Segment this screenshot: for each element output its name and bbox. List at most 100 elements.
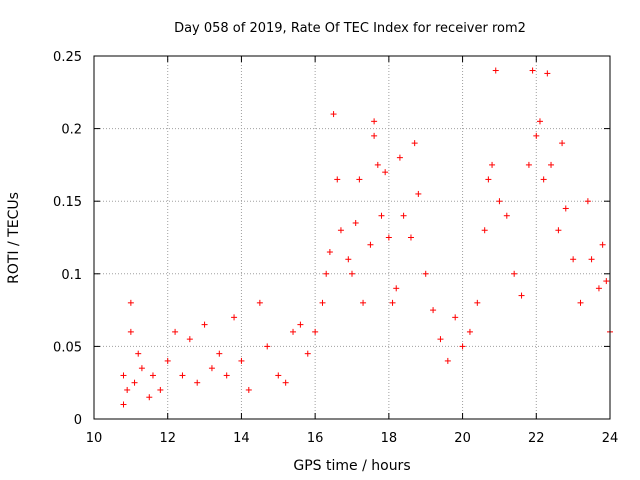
data-point: [389, 299, 396, 306]
data-point: [186, 336, 193, 343]
data-point: [179, 372, 186, 379]
data-point: [304, 350, 311, 357]
data-point: [385, 234, 392, 241]
x-tick-label: 22: [528, 431, 545, 446]
data-point: [444, 357, 451, 364]
data-point: [548, 161, 555, 168]
data-point: [124, 386, 131, 393]
data-point: [127, 299, 134, 306]
data-point: [533, 132, 540, 139]
data-point: [492, 67, 499, 74]
data-point: [393, 285, 400, 292]
y-tick-label: 0.25: [53, 50, 82, 65]
data-point: [503, 212, 510, 219]
data-point: [540, 176, 547, 183]
data-point: [603, 278, 610, 285]
data-point: [312, 328, 319, 335]
data-point: [595, 285, 602, 292]
y-axis-label: ROTI / TECUs: [6, 192, 22, 284]
data-point: [382, 169, 389, 176]
y-tick-label: 0.15: [53, 195, 82, 210]
x-tick-label: 20: [454, 431, 471, 446]
data-point: [135, 350, 142, 357]
x-tick-label: 12: [159, 431, 176, 446]
data-point: [544, 70, 551, 77]
data-point: [275, 372, 282, 379]
data-point: [345, 256, 352, 263]
data-point: [371, 132, 378, 139]
data-point: [367, 241, 374, 248]
data-point: [223, 372, 230, 379]
data-point: [334, 176, 341, 183]
data-point: [452, 314, 459, 321]
data-point: [356, 176, 363, 183]
x-tick-label: 14: [233, 431, 250, 446]
data-point: [282, 379, 289, 386]
data-point: [466, 328, 473, 335]
data-point: [120, 372, 127, 379]
data-point: [430, 307, 437, 314]
data-point: [378, 212, 385, 219]
data-point: [584, 198, 591, 205]
y-tick-label: 0: [74, 413, 82, 428]
x-tick-label: 18: [381, 431, 398, 446]
data-point: [511, 270, 518, 277]
data-point: [164, 357, 171, 364]
data-point: [396, 154, 403, 161]
data-point: [138, 365, 145, 372]
data-point: [172, 328, 179, 335]
data-point: [131, 379, 138, 386]
data-point: [326, 249, 333, 256]
data-point: [570, 256, 577, 263]
data-point: [120, 401, 127, 408]
data-point: [588, 256, 595, 263]
data-point: [201, 321, 208, 328]
data-point: [599, 241, 606, 248]
y-tick-label: 0.1: [61, 268, 82, 283]
data-point: [256, 299, 263, 306]
data-point: [238, 357, 245, 364]
data-point: [489, 161, 496, 168]
data-point: [290, 328, 297, 335]
data-point: [297, 321, 304, 328]
plot-frame: [93, 55, 611, 420]
data-point: [352, 219, 359, 226]
data-point: [374, 161, 381, 168]
data-point: [208, 365, 215, 372]
grid-layer: [94, 56, 610, 419]
data-point: [411, 140, 418, 147]
data-point: [474, 299, 481, 306]
data-point: [264, 343, 271, 350]
data-point: [371, 118, 378, 125]
data-point: [194, 379, 201, 386]
data-point: [127, 328, 134, 335]
data-point: [481, 227, 488, 234]
data-point: [216, 350, 223, 357]
data-point: [496, 198, 503, 205]
data-point: [559, 140, 566, 147]
data-point: [146, 394, 153, 401]
data-point: [400, 212, 407, 219]
data-point: [157, 386, 164, 393]
x-tick-label: 16: [307, 431, 324, 446]
y-tick-label: 0.05: [53, 340, 82, 355]
chart-title: Day 058 of 2019, Rate Of TEC Index for r…: [174, 21, 526, 36]
data-point: [415, 190, 422, 197]
data-point: [422, 270, 429, 277]
data-point: [407, 234, 414, 241]
data-point: [577, 299, 584, 306]
x-tick-label: 10: [86, 431, 103, 446]
data-point: [330, 111, 337, 118]
data-point: [555, 227, 562, 234]
data-point: [459, 343, 466, 350]
x-axis-label: GPS time / hours: [293, 458, 410, 474]
data-point: [245, 386, 252, 393]
data-point: [536, 118, 543, 125]
data-point: [349, 270, 355, 277]
data-point: [525, 161, 532, 168]
data-point: [485, 176, 492, 183]
data-point: [518, 292, 525, 299]
data-point: [360, 299, 367, 306]
data-point: [529, 67, 536, 74]
x-tick-label: 24: [602, 431, 619, 446]
